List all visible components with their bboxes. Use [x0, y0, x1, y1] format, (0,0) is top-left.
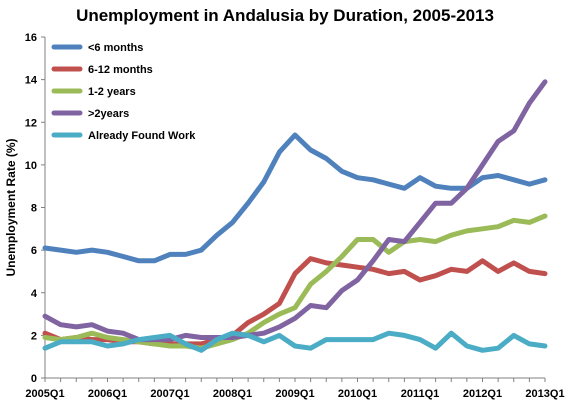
series-line-0 — [42, 132, 548, 264]
x-tick-label: 2008Q1 — [213, 388, 252, 400]
chart-title: Unemployment in Andalusia by Duration, 2… — [76, 6, 494, 25]
legend-label: 6-12 months — [88, 64, 153, 76]
series-line-2 — [42, 213, 548, 351]
x-tick-label: 2007Q1 — [150, 388, 189, 400]
series-line-3 — [42, 79, 548, 343]
legend-label: >2years — [88, 108, 129, 120]
legend-label: <6 months — [88, 42, 143, 54]
y-axis-title: Unemployment Rate (%) — [4, 138, 18, 276]
y-tick-label: 6 — [31, 245, 37, 257]
x-tick-label: 2006Q1 — [88, 388, 127, 400]
y-tick-label: 10 — [25, 160, 37, 172]
y-tick-label: 14 — [25, 75, 38, 87]
series-line-4 — [42, 330, 548, 353]
x-tick-label: 2009Q1 — [275, 388, 314, 400]
x-tick-label: 2010Q1 — [338, 388, 377, 400]
y-tick-label: 12 — [25, 117, 37, 129]
x-tick-label: 2013Q1 — [525, 388, 564, 400]
y-tick-label: 2 — [31, 330, 37, 342]
legend-label: 1-2 years — [88, 86, 136, 98]
legend-label: Already Found Work — [88, 130, 196, 142]
y-tick-label: 0 — [31, 373, 37, 385]
x-tick-label: 2005Q1 — [25, 388, 64, 400]
y-tick-label: 8 — [31, 203, 37, 215]
x-tick-label: 2011Q1 — [401, 388, 440, 400]
x-tick-label: 2012Q1 — [463, 388, 502, 400]
y-tick-label: 16 — [25, 32, 37, 44]
y-tick-label: 4 — [31, 288, 38, 300]
